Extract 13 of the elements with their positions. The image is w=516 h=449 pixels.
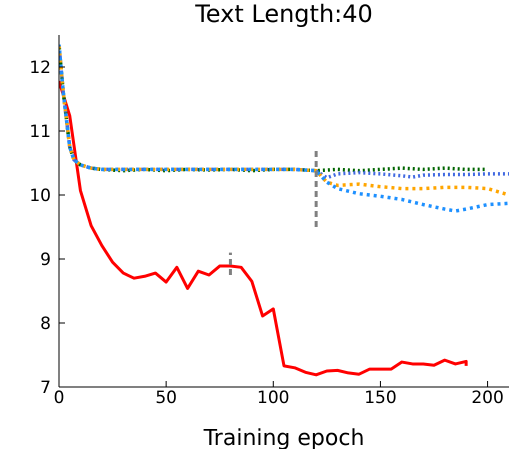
x-tick-label: 100 — [257, 388, 290, 408]
y-tick-label: 12 — [29, 58, 51, 78]
y-tick-label: 9 — [40, 250, 51, 270]
y-tick-label: 7 — [40, 378, 51, 398]
y-tick-label: 11 — [29, 122, 51, 142]
y-tick-label: 8 — [40, 314, 51, 334]
x-tick-label: 0 — [54, 388, 64, 408]
x-tick-label: 50 — [155, 388, 177, 408]
x-tick-label: 200 — [471, 388, 504, 408]
y-tick-label: 10 — [29, 186, 51, 206]
line-series — [59, 80, 468, 376]
chart-title: Text Length:40 — [194, 0, 374, 28]
x-tick-label: 150 — [364, 388, 397, 408]
